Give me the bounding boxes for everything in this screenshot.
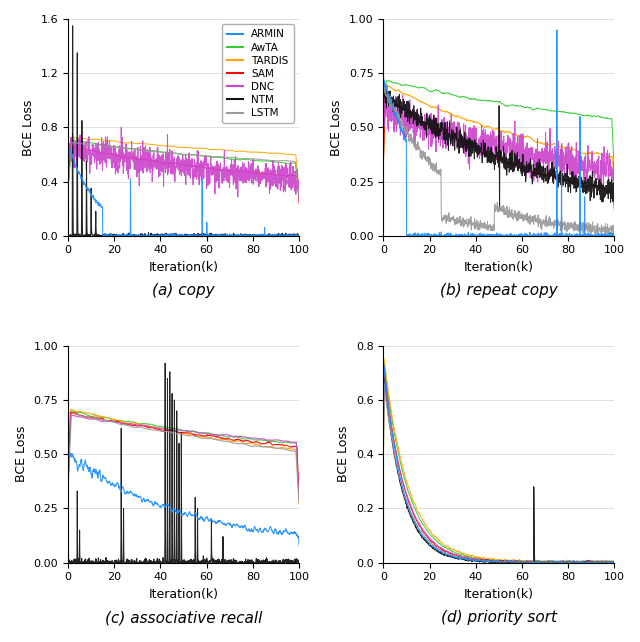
Y-axis label: BCE Loss: BCE Loss (15, 426, 28, 482)
Text: (d) priority sort: (d) priority sort (441, 611, 557, 625)
Y-axis label: BCE Loss: BCE Loss (330, 99, 344, 155)
Text: (c) associative recall: (c) associative recall (105, 611, 262, 625)
Legend: ARMIN, AwTA, TARDIS, SAM, DNC, NTM, LSTM: ARMIN, AwTA, TARDIS, SAM, DNC, NTM, LSTM (222, 24, 294, 123)
X-axis label: Iteration(k): Iteration(k) (464, 588, 534, 601)
Y-axis label: BCE Loss: BCE Loss (22, 99, 35, 155)
X-axis label: Iteration(k): Iteration(k) (148, 588, 218, 601)
Y-axis label: BCE Loss: BCE Loss (337, 426, 351, 482)
Text: (b) repeat copy: (b) repeat copy (440, 283, 558, 299)
Text: (a) copy: (a) copy (152, 283, 215, 299)
X-axis label: Iteration(k): Iteration(k) (148, 261, 218, 274)
X-axis label: Iteration(k): Iteration(k) (464, 261, 534, 274)
